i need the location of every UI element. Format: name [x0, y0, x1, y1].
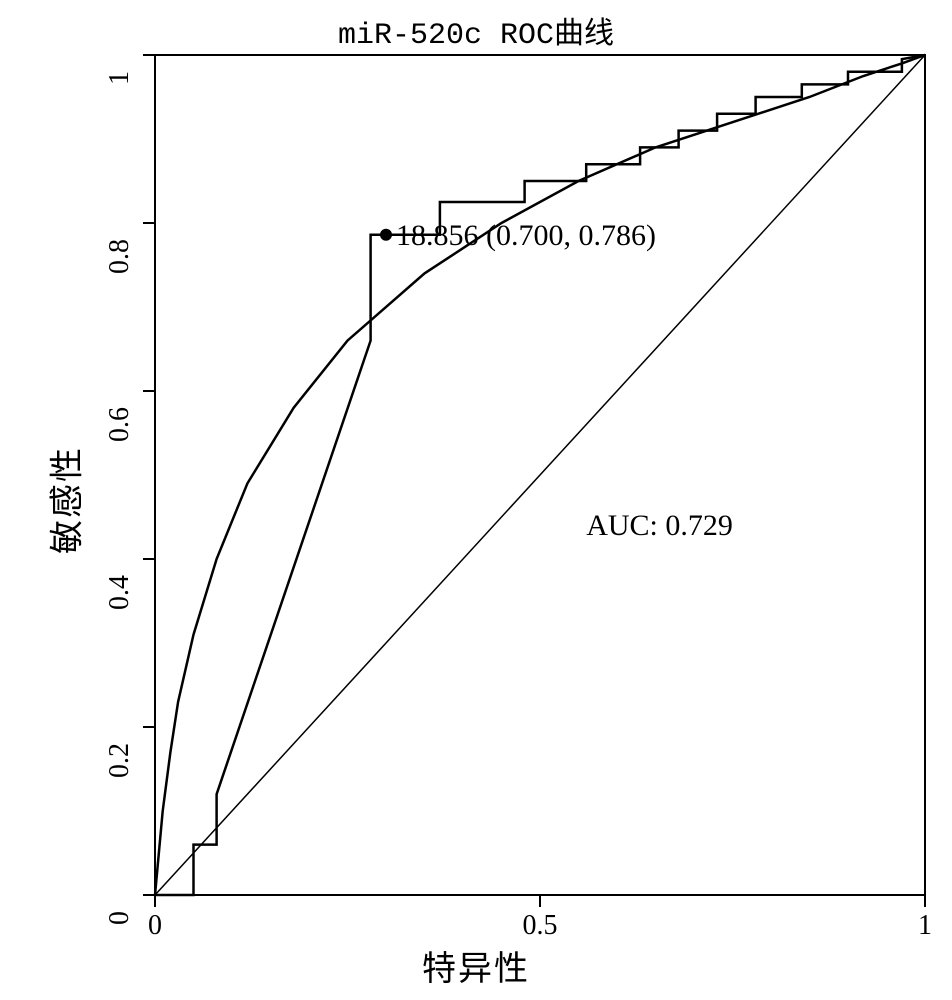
x-tick-label: 0.5: [523, 910, 558, 942]
y-tick-label: 0: [104, 911, 136, 961]
y-tick-label: 0.2: [104, 743, 136, 793]
y-tick-label: 0.4: [104, 575, 136, 625]
y-tick-label: 0.6: [104, 407, 136, 457]
auc-annotation: AUC: 0.729: [586, 509, 733, 543]
x-tick-label: 1: [918, 910, 932, 942]
optimal-point-marker: [380, 229, 392, 241]
plot-svg: [0, 0, 952, 1000]
x-tick-label: 0: [148, 910, 162, 942]
y-tick-label: 1: [104, 71, 136, 121]
roc-chart: miR-520c ROC曲线 敏感性 特异性 00.5100.20.40.60.…: [0, 0, 952, 1000]
optimal-point-label: 18.856 (0.700, 0.786): [396, 219, 656, 253]
y-tick-label: 0.8: [104, 239, 136, 289]
